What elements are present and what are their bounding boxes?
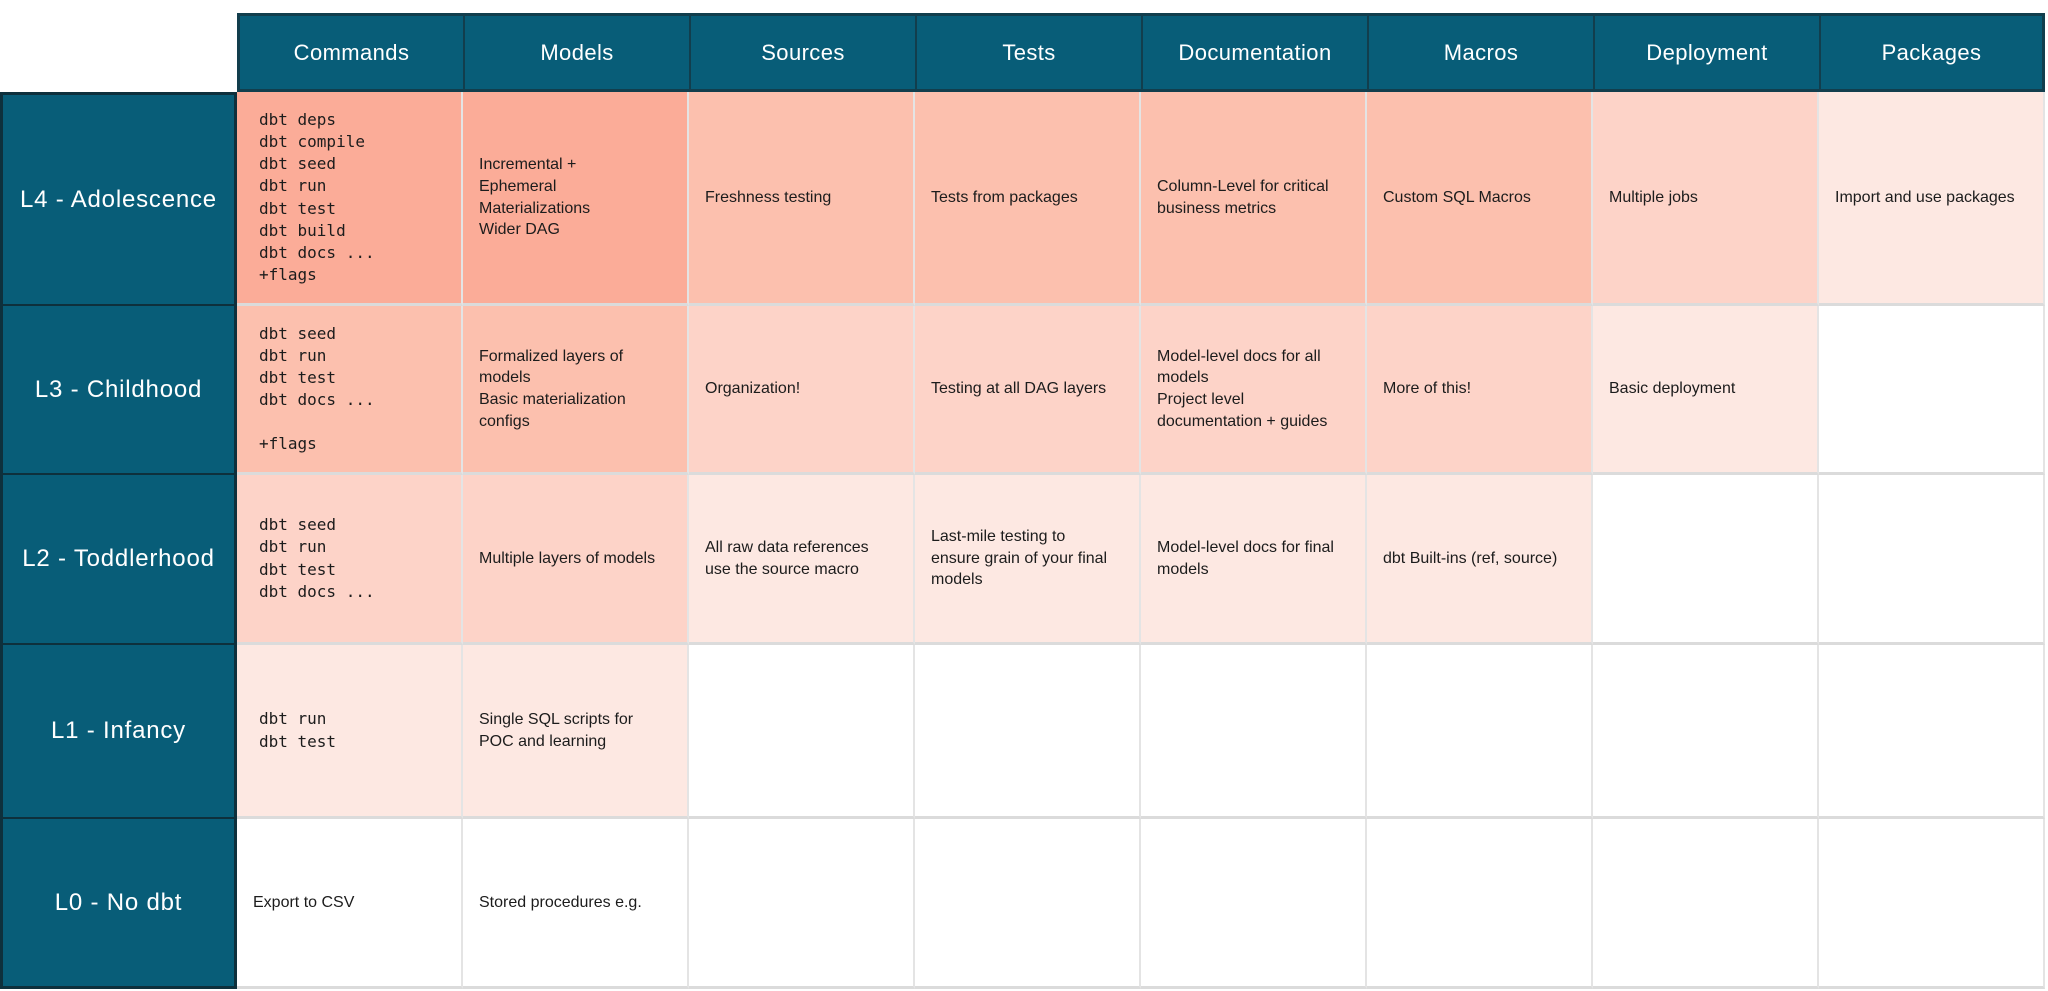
row-header-l3-childhood: L3 - Childhood — [0, 306, 237, 475]
cell-l1-packages — [1819, 645, 2045, 819]
column-header-macros: Macros — [1367, 13, 1593, 92]
cell-l2-deployment — [1593, 475, 1819, 645]
cell-l3-models: Formalized layers of models Basic materi… — [463, 306, 689, 475]
column-header-commands: Commands — [237, 13, 463, 92]
cell-l3-macros: More of this! — [1367, 306, 1593, 475]
cell-l1-commands: dbt run dbt test — [237, 645, 463, 819]
row-header-l2-toddlerhood: L2 - Toddlerhood — [0, 475, 237, 645]
cell-l3-commands: dbt seed dbt run dbt test dbt docs ... +… — [237, 306, 463, 475]
cell-l4-models: Incremental + Ephemeral Materializations… — [463, 92, 689, 306]
cell-l3-packages — [1819, 306, 2045, 475]
cell-l2-sources: All raw data references use the source m… — [689, 475, 915, 645]
column-header-sources: Sources — [689, 13, 915, 92]
cell-l0-models: Stored procedures e.g. — [463, 819, 689, 989]
cell-l4-deployment: Multiple jobs — [1593, 92, 1819, 306]
column-header-packages: Packages — [1819, 13, 2045, 92]
cell-l0-commands: Export to CSV — [237, 819, 463, 989]
cell-l3-deployment: Basic deployment — [1593, 306, 1819, 475]
cell-l2-packages — [1819, 475, 2045, 645]
cell-l1-tests — [915, 645, 1141, 819]
cell-l0-documentation — [1141, 819, 1367, 989]
cell-l1-models: Single SQL scripts for POC and learning — [463, 645, 689, 819]
dbt-maturity-matrix: Commands Models Sources Tests Documentat… — [0, 13, 2045, 989]
cell-l1-documentation — [1141, 645, 1367, 819]
column-header-documentation: Documentation — [1141, 13, 1367, 92]
cell-l4-commands: dbt deps dbt compile dbt seed dbt run db… — [237, 92, 463, 306]
cell-l0-packages — [1819, 819, 2045, 989]
row-header-l0-no-dbt: L0 - No dbt — [0, 819, 237, 989]
cell-l4-sources: Freshness testing — [689, 92, 915, 306]
cell-l0-deployment — [1593, 819, 1819, 989]
cell-l3-tests: Testing at all DAG layers — [915, 306, 1141, 475]
cell-l4-documentation: Column-Level for critical business metri… — [1141, 92, 1367, 306]
cell-l2-tests: Last-mile testing to ensure grain of you… — [915, 475, 1141, 645]
cell-l3-documentation: Model-level docs for all models Project … — [1141, 306, 1367, 475]
cell-l4-macros: Custom SQL Macros — [1367, 92, 1593, 306]
cell-l3-sources: Organization! — [689, 306, 915, 475]
cell-l0-macros — [1367, 819, 1593, 989]
cell-l4-packages: Import and use packages — [1819, 92, 2045, 306]
cell-l0-tests — [915, 819, 1141, 989]
cell-l1-macros — [1367, 645, 1593, 819]
cell-l1-sources — [689, 645, 915, 819]
cell-l1-deployment — [1593, 645, 1819, 819]
column-header-models: Models — [463, 13, 689, 92]
cell-l4-tests: Tests from packages — [915, 92, 1141, 306]
cell-l2-commands: dbt seed dbt run dbt test dbt docs ... — [237, 475, 463, 645]
cell-l0-sources — [689, 819, 915, 989]
row-header-l1-infancy: L1 - Infancy — [0, 645, 237, 819]
corner-spacer — [0, 13, 237, 92]
row-header-l4-adolescence: L4 - Adolescence — [0, 92, 237, 306]
cell-l2-documentation: Model-level docs for final models — [1141, 475, 1367, 645]
column-header-deployment: Deployment — [1593, 13, 1819, 92]
cell-l2-macros: dbt Built-ins (ref, source) — [1367, 475, 1593, 645]
column-header-tests: Tests — [915, 13, 1141, 92]
cell-l2-models: Multiple layers of models — [463, 475, 689, 645]
